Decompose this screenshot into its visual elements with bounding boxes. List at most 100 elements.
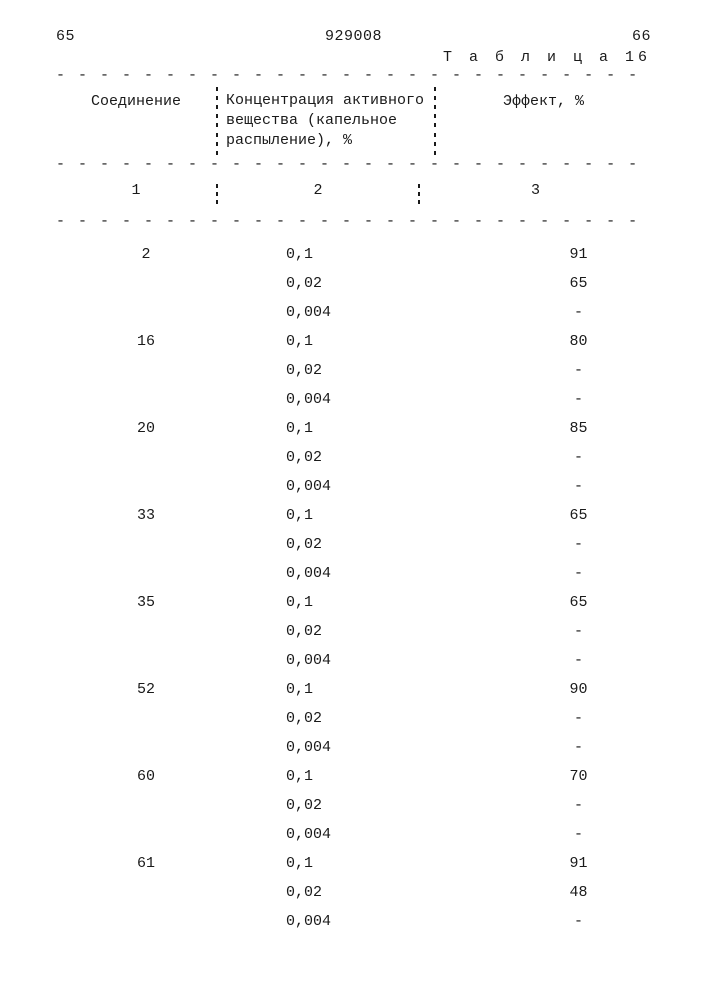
table-row: 0,004-: [56, 733, 651, 762]
cell-compound: [56, 711, 226, 726]
cell-effect: 65: [486, 276, 651, 291]
cell-concentration: 0,02: [226, 276, 486, 291]
col-number-2: 2: [218, 182, 418, 206]
cell-concentration: 0,004: [226, 914, 486, 929]
table-row: 0,02-: [56, 356, 651, 385]
table-row: 0,0265: [56, 269, 651, 298]
cell-compound: [56, 653, 226, 668]
table-row: 160,180: [56, 327, 651, 356]
col-number-1: 1: [56, 182, 216, 206]
table-row: 0,02-: [56, 791, 651, 820]
cell-concentration: 0,02: [226, 363, 486, 378]
cell-concentration: 0,02: [226, 711, 486, 726]
rule-mid2: - - - - - - - - - - - - - - - - - - - - …: [56, 214, 651, 231]
cell-compound: [56, 624, 226, 639]
cell-concentration: 0,1: [226, 856, 486, 871]
table-row: 0,02-: [56, 617, 651, 646]
cell-concentration: 0,004: [226, 392, 486, 407]
cell-concentration: 0,02: [226, 624, 486, 639]
cell-effect: 91: [486, 247, 651, 262]
cell-compound: 60: [56, 769, 226, 784]
rule-top: - - - - - - - - - - - - - - - - - - - - …: [56, 68, 651, 85]
cell-compound: 2: [56, 247, 226, 262]
table-row: 600,170: [56, 762, 651, 791]
page-left-number: 65: [56, 28, 75, 45]
cell-concentration: 0,004: [226, 566, 486, 581]
table-number-row: 1 2 3: [56, 174, 651, 214]
col-header-compound: Соединение: [56, 85, 216, 158]
cell-compound: 61: [56, 856, 226, 871]
table-caption: Т а б л и ц а 16: [56, 49, 651, 66]
table-row: 0,004-: [56, 646, 651, 675]
cell-effect: 85: [486, 421, 651, 436]
doc-number: 929008: [325, 28, 382, 45]
cell-compound: 52: [56, 682, 226, 697]
table-row: 20,191: [56, 240, 651, 269]
cell-compound: 20: [56, 421, 226, 436]
table-row: 0,004-: [56, 472, 651, 501]
cell-effect: 70: [486, 769, 651, 784]
cell-effect: 65: [486, 595, 651, 610]
cell-effect: -: [486, 305, 651, 320]
cell-concentration: 0,1: [226, 682, 486, 697]
table-row: 0,004-: [56, 559, 651, 588]
cell-effect: -: [486, 798, 651, 813]
cell-concentration: 0,1: [226, 595, 486, 610]
cell-concentration: 0,02: [226, 537, 486, 552]
page-right-number: 66: [632, 28, 651, 45]
cell-concentration: 0,1: [226, 769, 486, 784]
cell-compound: 33: [56, 508, 226, 523]
cell-concentration: 0,1: [226, 334, 486, 349]
cell-effect: -: [486, 653, 651, 668]
cell-effect: -: [486, 624, 651, 639]
cell-compound: [56, 740, 226, 755]
table-row: 330,165: [56, 501, 651, 530]
col-header-effect: Эффект, %: [436, 85, 651, 158]
table-row: 0,004-: [56, 907, 651, 936]
table-row: 0,02-: [56, 704, 651, 733]
cell-effect: 80: [486, 334, 651, 349]
cell-concentration: 0,02: [226, 798, 486, 813]
cell-effect: -: [486, 566, 651, 581]
cell-effect: -: [486, 914, 651, 929]
cell-compound: 35: [56, 595, 226, 610]
cell-effect: -: [486, 740, 651, 755]
table-row: 0,0248: [56, 878, 651, 907]
table-row: 350,165: [56, 588, 651, 617]
cell-concentration: 0,02: [226, 450, 486, 465]
col-header-concentration: Концентрация активного вещества (капельн…: [218, 85, 434, 158]
cell-compound: [56, 537, 226, 552]
cell-concentration: 0,004: [226, 305, 486, 320]
page: 65 929008 66 Т а б л и ц а 16 - - - - - …: [0, 0, 707, 1000]
cell-compound: [56, 827, 226, 842]
table-header-row: Соединение Концентрация активного вещест…: [56, 85, 651, 158]
cell-effect: -: [486, 450, 651, 465]
cell-effect: -: [486, 392, 651, 407]
table-row: 0,02-: [56, 443, 651, 472]
cell-compound: [56, 392, 226, 407]
cell-effect: 65: [486, 508, 651, 523]
cell-compound: 16: [56, 334, 226, 349]
cell-compound: [56, 914, 226, 929]
cell-concentration: 0,1: [226, 247, 486, 262]
cell-effect: -: [486, 363, 651, 378]
cell-compound: [56, 479, 226, 494]
cell-compound: [56, 276, 226, 291]
cell-effect: -: [486, 479, 651, 494]
cell-compound: [56, 885, 226, 900]
rule-mid1: - - - - - - - - - - - - - - - - - - - - …: [56, 157, 651, 174]
doc-header: 65 929008 66: [56, 28, 651, 45]
cell-compound: [56, 566, 226, 581]
table-row: 0,004-: [56, 820, 651, 849]
table-row: 610,191: [56, 849, 651, 878]
cell-compound: [56, 798, 226, 813]
table-row: 0,004-: [56, 298, 651, 327]
cell-concentration: 0,02: [226, 885, 486, 900]
cell-concentration: 0,1: [226, 508, 486, 523]
cell-effect: -: [486, 537, 651, 552]
cell-effect: -: [486, 827, 651, 842]
cell-effect: -: [486, 711, 651, 726]
table-body: 20,1910,02650,004-160,1800,02-0,004-200,…: [56, 240, 651, 936]
cell-concentration: 0,004: [226, 653, 486, 668]
cell-concentration: 0,1: [226, 421, 486, 436]
